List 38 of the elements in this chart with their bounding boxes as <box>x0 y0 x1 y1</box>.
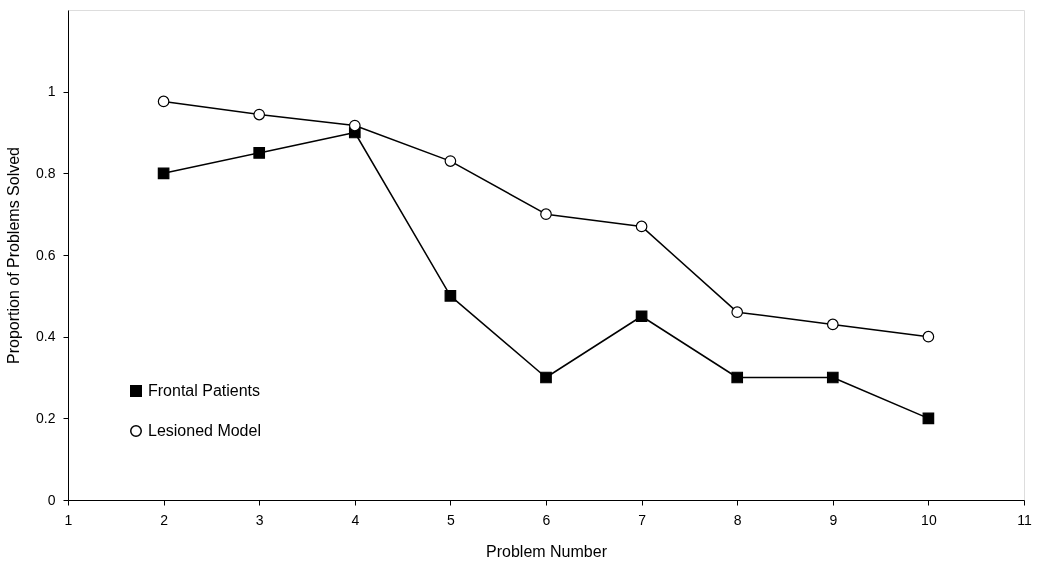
x-tick-label: 11 <box>1017 511 1032 528</box>
y-tick-label: 0.6 <box>36 246 56 263</box>
legend-label: Frontal Patients <box>148 382 261 399</box>
point <box>826 371 839 384</box>
point <box>731 371 744 384</box>
point <box>157 167 170 180</box>
x-tick-label: 6 <box>542 511 551 528</box>
y-tick-label: 0.2 <box>36 409 56 426</box>
x-tick-label: 9 <box>829 511 838 528</box>
point <box>444 155 457 167</box>
legend-label: Lesioned Model <box>148 422 261 439</box>
point <box>540 208 552 220</box>
y-tick-label: 0.8 <box>36 164 56 181</box>
x-axis-title: Problem Number <box>486 542 608 560</box>
point <box>348 119 361 132</box>
x-tick-label: 7 <box>638 511 647 528</box>
x-tick-label: 1 <box>64 511 73 528</box>
y-tick-label: 0 <box>47 491 56 508</box>
y-tick-label: 0.4 <box>36 328 56 345</box>
point <box>731 306 744 318</box>
point <box>635 310 648 323</box>
x-tick-label: 10 <box>921 511 937 528</box>
point <box>253 147 266 159</box>
point <box>922 412 935 425</box>
point <box>635 220 648 233</box>
point <box>826 318 839 331</box>
point <box>444 289 457 302</box>
x-tick-label: 5 <box>447 511 455 528</box>
x-tick-label: 3 <box>255 511 264 528</box>
x-tick-label: 8 <box>733 511 742 528</box>
point <box>540 371 552 384</box>
y-tick-label: 1 <box>47 83 56 100</box>
point <box>157 95 170 108</box>
y-axis-title: Proportion of Problems Solved <box>5 147 23 364</box>
point <box>253 108 266 121</box>
x-tick-label: 4 <box>351 511 360 528</box>
x-tick-label: 2 <box>160 511 169 528</box>
point <box>922 330 935 343</box>
